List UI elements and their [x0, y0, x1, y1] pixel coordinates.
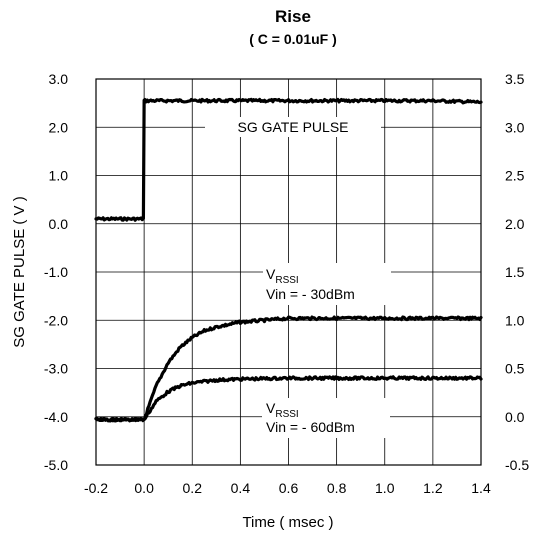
gate-label-bg — [205, 117, 381, 137]
y-right-tick-labels: 3.5 3.0 2.5 2.0 1.5 1.0 0.5 0.0 -0.5 — [505, 71, 529, 473]
v60-label-bg — [262, 398, 390, 438]
x-tick-label: 1.0 — [375, 480, 395, 496]
v60-label-v-main: V — [266, 400, 276, 416]
y-right-tick-label: 1.0 — [505, 312, 525, 328]
series-line-1 — [94, 97, 483, 222]
y-left-tick-label: 3.0 — [49, 71, 69, 87]
x-tick-label: 1.2 — [423, 480, 443, 496]
y-left-tick-label: 2.0 — [49, 119, 69, 135]
x-tick-label: 0.2 — [183, 480, 203, 496]
y-left-tick-label: 1.0 — [49, 168, 69, 184]
series-line-3 — [94, 375, 483, 423]
y-left-tick-label: -5.0 — [44, 457, 68, 473]
y-right-tick-label: 2.0 — [505, 216, 525, 232]
x-tick-label: 0.8 — [327, 480, 347, 496]
series-line-2 — [94, 315, 483, 423]
x-tick-labels: -0.2 0.0 0.2 0.4 0.6 0.8 1.0 1.2 1.4 — [84, 480, 491, 496]
y-right-tick-label: -0.5 — [505, 457, 529, 473]
v60-label-line2: Vin = - 60dBm — [266, 419, 355, 435]
x-axis-label: Time ( msec ) — [242, 514, 333, 531]
v30-label-v-sub: RSSI — [275, 275, 298, 286]
traces — [94, 97, 483, 423]
y-right-tick-label: 3.0 — [505, 119, 525, 135]
chart-subtitle: ( C = 0.01uF ) — [249, 31, 337, 47]
v30-label-v-main: V — [266, 266, 276, 282]
y-left-tick-label: 0.0 — [49, 216, 69, 232]
v60-label-v-sub: RSSI — [275, 409, 298, 420]
y-right-tick-label: 0.5 — [505, 361, 525, 377]
y-left-tick-label: -4.0 — [44, 409, 68, 425]
y-right-tick-label: 1.5 — [505, 264, 525, 280]
x-tick-label: 1.4 — [471, 480, 491, 496]
v30-label-bg — [263, 263, 391, 305]
x-tick-label: 0.4 — [231, 480, 251, 496]
v60-label-v: VRSSI — [266, 400, 299, 420]
x-tick-label: 0.0 — [134, 480, 154, 496]
x-tick-label: -0.2 — [84, 480, 108, 496]
y-left-tick-label: -2.0 — [44, 312, 68, 328]
x-tick-label: 0.6 — [279, 480, 299, 496]
chart-title: Rise — [275, 7, 311, 26]
plot-frame — [95, 78, 482, 466]
y-axis-label: SG GATE PULSE ( V ) — [11, 196, 28, 347]
y-right-tick-label: 3.5 — [505, 71, 525, 87]
y-left-tick-label: -1.0 — [44, 264, 68, 280]
y-left-tick-labels: 3.0 2.0 1.0 0.0 -1.0 -2.0 -3.0 -4.0 -5.0 — [44, 71, 68, 473]
y-right-tick-label: 2.5 — [505, 168, 525, 184]
y-left-tick-label: -3.0 — [44, 361, 68, 377]
v30-label-v: VRSSI — [266, 266, 299, 286]
v30-label-line2: Vin = - 30dBm — [266, 286, 355, 302]
gate-pulse-label: SG GATE PULSE — [238, 119, 349, 135]
y-right-tick-label: 0.0 — [505, 409, 525, 425]
